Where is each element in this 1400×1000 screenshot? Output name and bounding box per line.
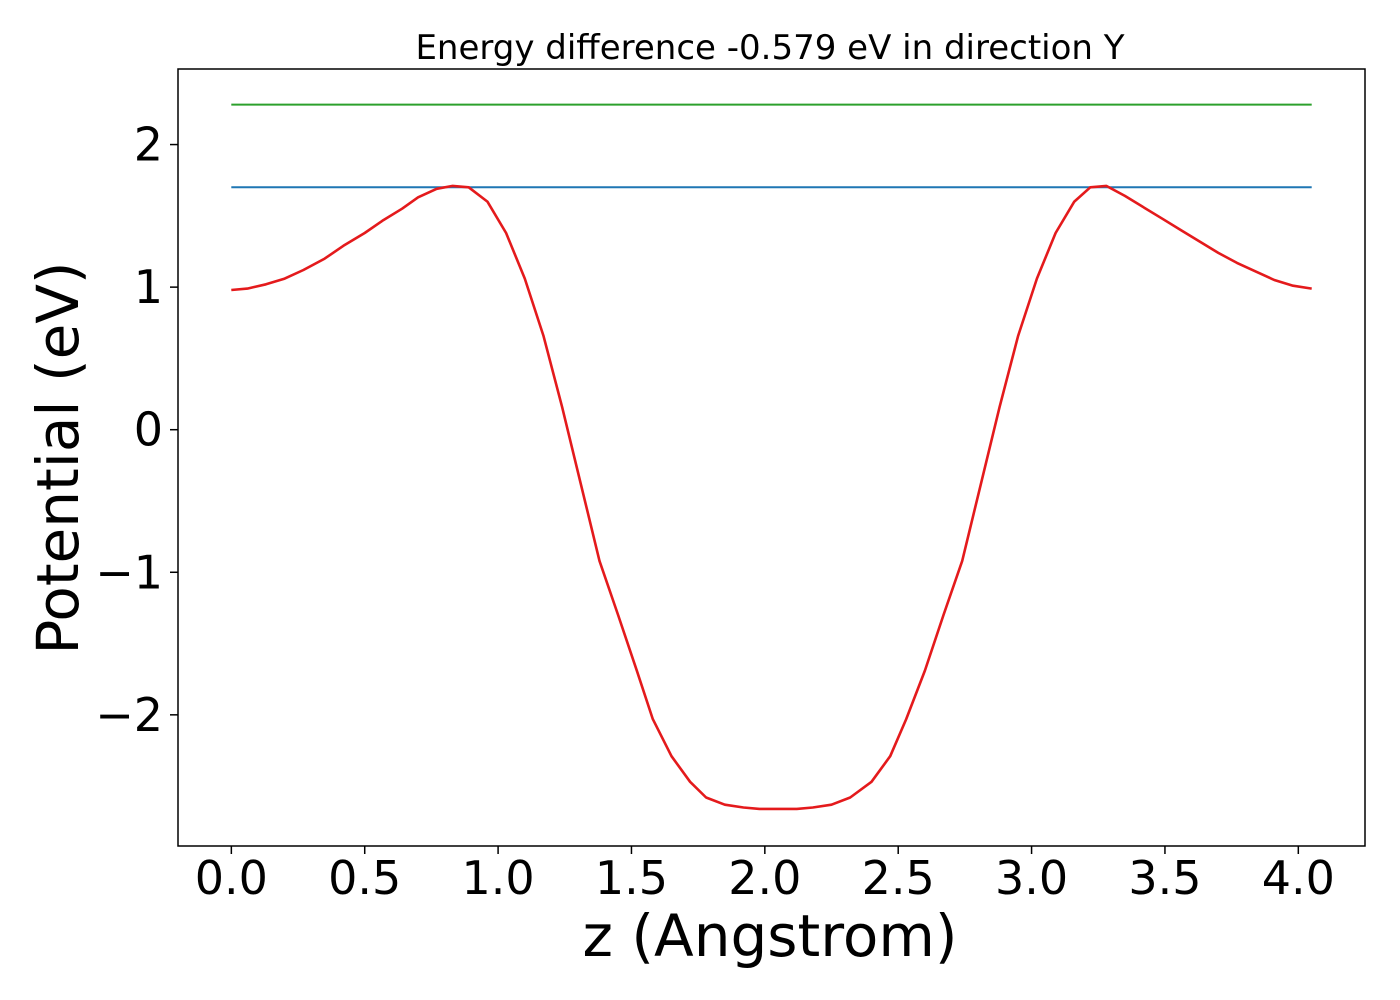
y-tick-label: 2	[134, 118, 163, 172]
x-tick-label: 0.5	[328, 851, 401, 905]
x-tick-label: 2.5	[862, 851, 935, 905]
x-axis: 0.0 0.5 1.0 1.5 2.0 2.5 3.0 3.5 4.0	[195, 846, 1335, 905]
y-tick-label: 0	[134, 403, 163, 457]
x-tick-label: 1.0	[462, 851, 535, 905]
x-tick-label: 3.5	[1128, 851, 1201, 905]
series-line-2	[231, 184, 1312, 811]
series-lines	[231, 103, 1312, 811]
x-tick-label: 1.5	[595, 851, 668, 905]
chart-title: Energy difference -0.579 eV in direction…	[415, 28, 1124, 68]
y-axis-label: Potential (eV)	[24, 261, 92, 654]
x-tick-label: 0.0	[195, 851, 268, 905]
y-axis: −2 −1 0 1 2	[95, 118, 178, 742]
x-axis-label: z (Angstrom)	[583, 902, 958, 970]
y-tick-label: 1	[134, 260, 163, 314]
plot-frame	[177, 68, 1366, 847]
x-tick-label: 4.0	[1262, 851, 1335, 905]
x-tick-label: 2.0	[728, 851, 801, 905]
y-tick-label: −1	[95, 545, 163, 599]
x-tick-label: 3.0	[995, 851, 1068, 905]
y-tick-label: −2	[95, 688, 163, 742]
